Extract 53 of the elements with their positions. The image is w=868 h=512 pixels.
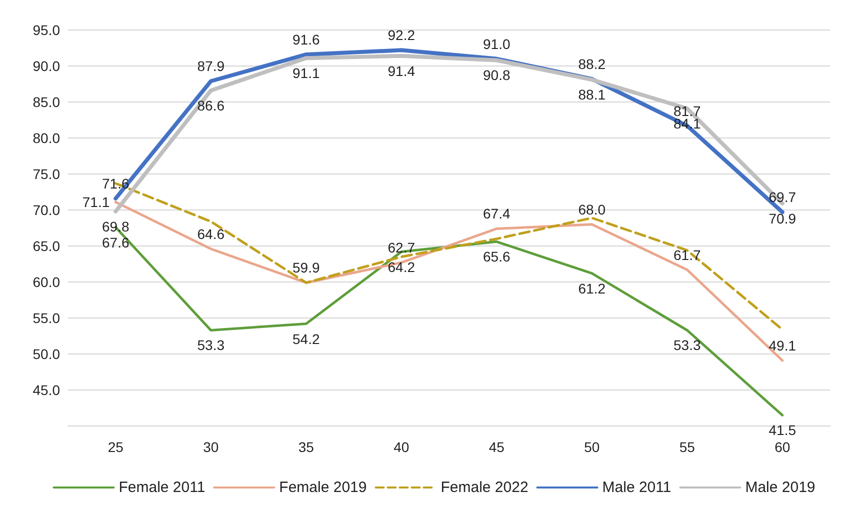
data-label: 91.4 <box>388 62 416 79</box>
legend-label: Female 2011 <box>118 479 206 496</box>
text: 55.0 <box>32 310 60 326</box>
data-label: 65.6 <box>483 248 510 265</box>
data-label: 49.1 <box>768 337 796 354</box>
text: 85.0 <box>32 94 60 110</box>
x-tick-label: 60 <box>774 439 790 455</box>
data-label: 87.9 <box>197 58 225 74</box>
data-label: 67.6 <box>102 234 130 250</box>
legend-label: Male 2019 <box>745 479 816 496</box>
data-label: 61.2 <box>578 280 606 296</box>
x-tick-label: 25 <box>108 439 124 455</box>
text: 75.0 <box>32 166 60 182</box>
data-label: 41.5 <box>768 422 796 438</box>
text: 80.0 <box>32 130 60 146</box>
text: 60.0 <box>32 274 60 290</box>
text: 95.0 <box>32 22 60 38</box>
legend-label: Male 2011 <box>602 479 672 496</box>
data-label: 69.7 <box>768 189 796 206</box>
text: 90.0 <box>32 58 60 74</box>
x-tick-label: 55 <box>679 439 696 455</box>
data-label: 90.8 <box>483 67 510 84</box>
legend-label: Female 2022 <box>440 479 528 496</box>
text: 70.0 <box>32 202 60 218</box>
data-label: 71.1 <box>82 194 110 210</box>
x-tick-label: 50 <box>584 439 600 455</box>
data-label: 69.8 <box>102 218 130 234</box>
data-label: 91.6 <box>292 31 320 48</box>
data-label: 53.3 <box>674 337 701 354</box>
data-label: 88.2 <box>578 56 606 72</box>
data-label: 64.6 <box>197 226 225 242</box>
x-tick-label: 40 <box>394 439 410 455</box>
text: 50.0 <box>32 346 60 362</box>
x-tick-label: 35 <box>298 439 314 455</box>
data-label: 68.0 <box>578 201 606 218</box>
data-label: 67.4 <box>483 206 510 222</box>
data-label: 91.1 <box>292 65 320 82</box>
data-label: 88.1 <box>578 86 606 103</box>
data-label: 81.7 <box>674 102 701 119</box>
data-label: 70.9 <box>768 210 796 227</box>
data-label: 92.2 <box>388 27 416 44</box>
text: 65.0 <box>32 238 60 254</box>
data-label: 64.2 <box>388 258 416 275</box>
data-label: 59.9 <box>292 260 320 276</box>
data-label: 86.6 <box>197 97 225 114</box>
legend-label: Female 2019 <box>279 479 367 496</box>
text: 45.0 <box>32 382 60 398</box>
x-tick-label: 45 <box>488 439 505 455</box>
data-label: 62.7 <box>388 240 416 256</box>
data-label: 91.0 <box>483 36 510 52</box>
data-label: 54.2 <box>292 330 320 347</box>
data-label: 53.3 <box>197 337 225 354</box>
x-tick-label: 30 <box>203 439 219 455</box>
